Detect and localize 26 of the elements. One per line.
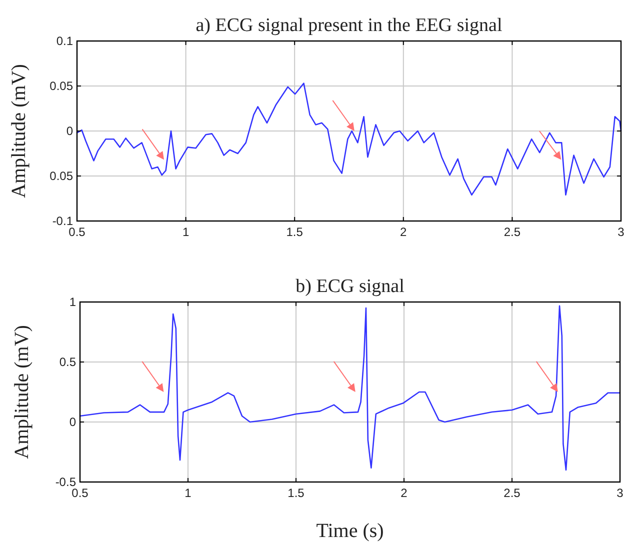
line-series — [79, 305, 621, 471]
chart-title: a) ECG signal present in the EEG signal — [196, 15, 502, 36]
y-tick-label: 1 — [69, 295, 76, 309]
x-tick-label: 2.5 — [504, 486, 521, 500]
x-tick-label: 1 — [184, 486, 192, 500]
y-tick-label: 0 — [66, 124, 74, 138]
y-tick-label: 0.5 — [59, 355, 76, 369]
y-tick-label: 0.05 — [50, 79, 74, 93]
y-tick-label: 0 — [69, 415, 76, 429]
x-tick-label: 1 — [182, 225, 190, 239]
x-axis-title: Time (s) — [316, 520, 384, 542]
x-tick-label: 1.5 — [286, 225, 304, 239]
y-tick-label: 0.05 — [50, 169, 74, 183]
y-tick-label: -0.1 — [52, 214, 74, 228]
x-tick-label: 1.5 — [288, 486, 305, 500]
y-tick-label: 0.1 — [56, 34, 74, 48]
y-tick-label: -0.5 — [55, 475, 76, 489]
y-axis-title: Amplitude (mV) — [11, 325, 33, 459]
chart-title: b) ECG signal — [296, 276, 404, 297]
x-tick-label: 2.5 — [504, 225, 521, 239]
x-tick-label: 2 — [400, 225, 408, 239]
x-tick-label: 3 — [618, 225, 625, 239]
y-axis-title: Amplitude (mV) — [8, 64, 30, 198]
x-tick-label: 2 — [400, 486, 408, 500]
x-tick-label: 3 — [616, 486, 624, 500]
line-series — [76, 82, 622, 196]
